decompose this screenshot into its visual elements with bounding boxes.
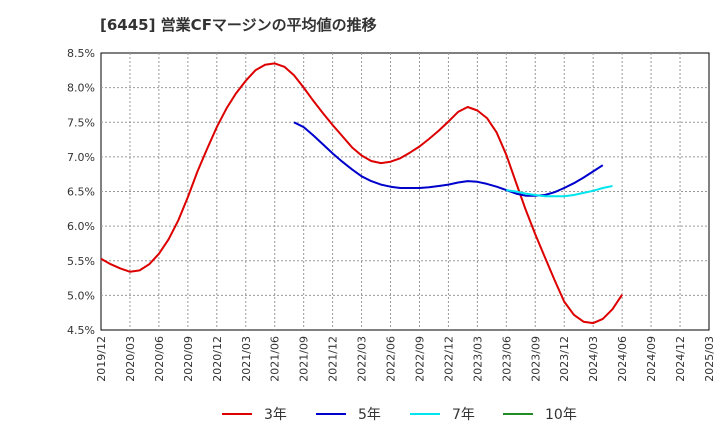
x-tick-label: 2022/03 <box>356 336 369 382</box>
x-tick-label: 2025/03 <box>703 336 716 382</box>
y-tick-label: 8.5% <box>67 47 95 60</box>
y-tick-label: 8.0% <box>67 82 95 95</box>
x-tick-label: 2023/03 <box>471 336 484 382</box>
y-tick-label: 7.0% <box>67 151 95 164</box>
x-tick-label: 2024/03 <box>587 336 600 382</box>
x-tick-label: 2020/12 <box>211 336 224 382</box>
y-tick-label: 6.5% <box>67 186 95 199</box>
x-tick-label: 2021/09 <box>298 336 311 382</box>
y-tick-label: 5.0% <box>67 289 95 302</box>
legend-label: 7年 <box>452 407 475 423</box>
x-tick-label: 2020/09 <box>182 336 195 382</box>
series-lines <box>100 62 623 325</box>
legend-label: 5年 <box>358 407 381 423</box>
legend-label: 3年 <box>264 407 287 423</box>
y-tick-label: 7.5% <box>67 116 95 129</box>
x-tick-label: 2024/12 <box>674 336 687 382</box>
x-tick-label: 2022/12 <box>442 336 455 382</box>
series-line-3年 <box>100 62 623 325</box>
x-tick-label: 2019/12 <box>95 336 108 382</box>
y-tick-label: 5.5% <box>67 255 95 268</box>
y-axis-ticks: 4.5% 5.0% 5.5% 6.0% 6.5% 7.0% 7.5% 8.0% 8.5% <box>67 47 95 337</box>
x-axis-ticks: 2019/12 2020/03 2020/06 2020/09 2020/12 2021/… <box>95 336 716 382</box>
x-tick-label: 2023/09 <box>529 336 542 382</box>
x-tick-label: 2021/06 <box>269 336 282 382</box>
y-tick-label: 6.0% <box>67 220 95 233</box>
y-tick-label: 4.5% <box>67 324 95 337</box>
x-tick-label: 2022/09 <box>413 336 426 382</box>
x-tick-label: 2023/06 <box>500 336 513 382</box>
x-tick-label: 2021/03 <box>240 336 253 382</box>
grid <box>101 53 709 330</box>
chart-title: [6445] 営業CFマージンの平均値の推移 <box>100 16 377 34</box>
x-tick-label: 2022/06 <box>385 336 398 382</box>
series-line-5年 <box>293 121 604 197</box>
x-tick-label: 2021/12 <box>327 336 340 382</box>
x-tick-label: 2020/06 <box>153 336 166 382</box>
legend-label: 10年 <box>545 407 577 423</box>
x-tick-label: 2020/03 <box>124 336 137 382</box>
series-line-7年 <box>506 185 613 198</box>
x-tick-label: 2023/12 <box>558 336 571 382</box>
legend: 3年 5年 7年 10年 <box>222 407 577 423</box>
x-tick-label: 2024/06 <box>616 336 629 382</box>
x-tick-label: 2024/09 <box>645 336 658 382</box>
